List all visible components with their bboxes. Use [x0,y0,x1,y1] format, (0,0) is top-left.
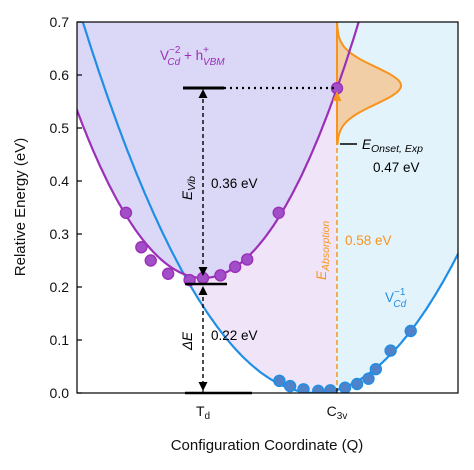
upper-state-point-8 [228,260,242,274]
y-tick-label: 0.1 [50,332,70,348]
upper-state-label: V−2 Cd + h+ VBM [160,45,225,68]
evib-arrow-head-down [198,267,208,276]
lower-state-point-10 [384,344,397,357]
y-tick-label: 0.3 [50,226,70,242]
y-tick-label: 0.7 [50,14,70,30]
upper-state-curve [77,22,360,280]
upper-state-region [77,22,337,278]
lower-state-point-1 [273,374,286,388]
delta-e-arrow-head-up [198,286,208,295]
upper-state-point-4 [161,267,175,280]
lower-state-point-3 [297,383,310,393]
y-tick-label: 0.6 [50,67,70,83]
lower-state-points [273,324,417,393]
upper-state-point-7 [214,269,227,282]
delta-e-label: ΔE [180,331,195,351]
absorption-arrow-head [332,91,342,101]
lower-state-point-6 [338,381,352,393]
eabs-label: EAbsorption [314,221,332,280]
lower-state-label: V−1 Cd [385,287,407,310]
eabs-value: 0.58 eV [345,233,392,248]
delta-e-value: 0.22 eV [211,328,258,343]
upper-state-point-2 [135,241,148,254]
upper-state-point-9 [241,253,254,266]
x-tick-label: C3v [327,403,348,422]
y-tick-label: 0.0 [50,385,70,401]
x-axis: Td C3v [196,388,347,422]
upper-state-point-10 [272,206,285,220]
lower-state-point-8 [362,372,375,385]
x-tick-label: Td [196,403,210,422]
x-axis-title: Configuration Coordinate (Q) [171,437,364,454]
delta-e-arrow-head-down [198,382,208,391]
y-tick-label: 0.4 [50,173,70,189]
lower-state-curve [81,22,458,393]
y-tick-label: 0.2 [50,279,70,295]
lower-state-point-11 [404,324,417,338]
upper-state-point-3 [144,254,157,267]
absorption-band [336,22,403,145]
upper-state-points [119,82,344,287]
lower-state-point-9 [369,362,383,376]
eonset-value: 0.47 eV [373,160,420,175]
lower-state-point-5 [324,384,337,393]
y-axis: 0.0 0.1 0.2 0.3 0.4 0.5 0.6 0.7 [50,14,82,401]
upper-state-point-1 [119,206,133,220]
plot-frame [76,21,459,394]
evib-arrow-head-up [198,89,208,98]
plot-area [77,22,458,393]
y-axis-title: Relative Energy (eV) [12,138,29,276]
lower-state-point-4 [312,384,325,393]
eonset-label: EOnset, Exp [362,137,423,155]
lower-state-point-2 [283,379,297,393]
y-tick-label: 0.5 [50,120,70,136]
evib-value: 0.36 eV [211,176,258,191]
evib-label: EVib [180,176,198,200]
lower-state-point-7 [350,377,364,391]
